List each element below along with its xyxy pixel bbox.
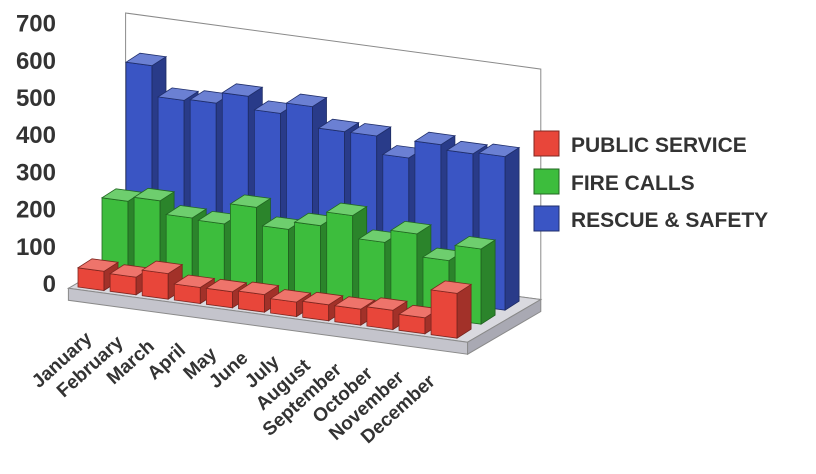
bar-top-face <box>301 291 344 306</box>
bar-side-face <box>504 146 520 311</box>
bar-front-face <box>326 211 354 308</box>
bar-top-face <box>205 278 248 293</box>
bar-top-face <box>132 187 176 202</box>
bar-top-face <box>165 205 208 219</box>
bar-front-face <box>141 269 169 300</box>
bar-public-service-april <box>173 274 216 305</box>
y-tick-label: 600 <box>16 48 56 75</box>
bar-top-face <box>317 118 360 133</box>
bar-top-face <box>413 131 457 146</box>
bar-top-face <box>477 143 521 158</box>
bar-top-face <box>285 93 328 108</box>
bar-side-face <box>480 239 496 325</box>
bar-top-face <box>124 52 168 67</box>
bar-top-face <box>269 289 312 303</box>
bar-front-face <box>366 306 394 330</box>
bar-top-face <box>453 236 497 250</box>
bar-public-service-september <box>333 296 376 326</box>
bar-top-face <box>237 281 280 296</box>
bar-public-service-december <box>429 280 473 339</box>
y-tick-label: 400 <box>16 122 56 149</box>
bar-fire-calls-december <box>453 236 497 325</box>
legend-label: PUBLIC SERVICE <box>571 134 747 157</box>
bar-top-face <box>365 297 409 311</box>
bar-top-face <box>76 258 120 272</box>
bar-front-face <box>294 221 322 303</box>
legend-label: RESCUE & SAFETY <box>571 209 768 232</box>
bar-top-face <box>156 87 200 101</box>
bar-fire-calls-july <box>293 212 336 304</box>
bar-top-face <box>429 280 473 294</box>
bar-top-face <box>389 220 433 235</box>
legend-swatch <box>533 130 560 157</box>
bar-top-face <box>229 194 272 208</box>
floor-side <box>467 298 542 356</box>
legend-swatch <box>533 168 560 195</box>
bar-top-face <box>173 274 216 288</box>
bar-top-face <box>221 83 264 97</box>
bar-public-service-february <box>108 264 152 296</box>
y-tick-label: 300 <box>16 159 56 186</box>
y-tick-label: 100 <box>16 234 56 261</box>
bar-front-face <box>77 267 105 291</box>
bar-top-face <box>325 202 368 217</box>
bar-top-face <box>445 140 489 155</box>
bar-fire-calls-october <box>389 220 433 317</box>
legend-label: FIRE CALLS <box>571 172 695 195</box>
bar-top-face <box>141 260 184 275</box>
legend-swatch <box>533 205 560 232</box>
bar-public-service-july <box>269 289 312 318</box>
y-tick-label: 0 <box>43 271 56 298</box>
y-tick-label: 500 <box>16 85 56 112</box>
bar-public-service-june <box>237 281 280 313</box>
bar-top-face <box>349 123 392 137</box>
bar-front-face <box>229 203 257 295</box>
bar-front-face <box>430 289 458 339</box>
y-tick-label: 700 <box>16 11 56 38</box>
y-tick-label: 200 <box>16 197 56 224</box>
bar-top-face <box>333 296 376 310</box>
